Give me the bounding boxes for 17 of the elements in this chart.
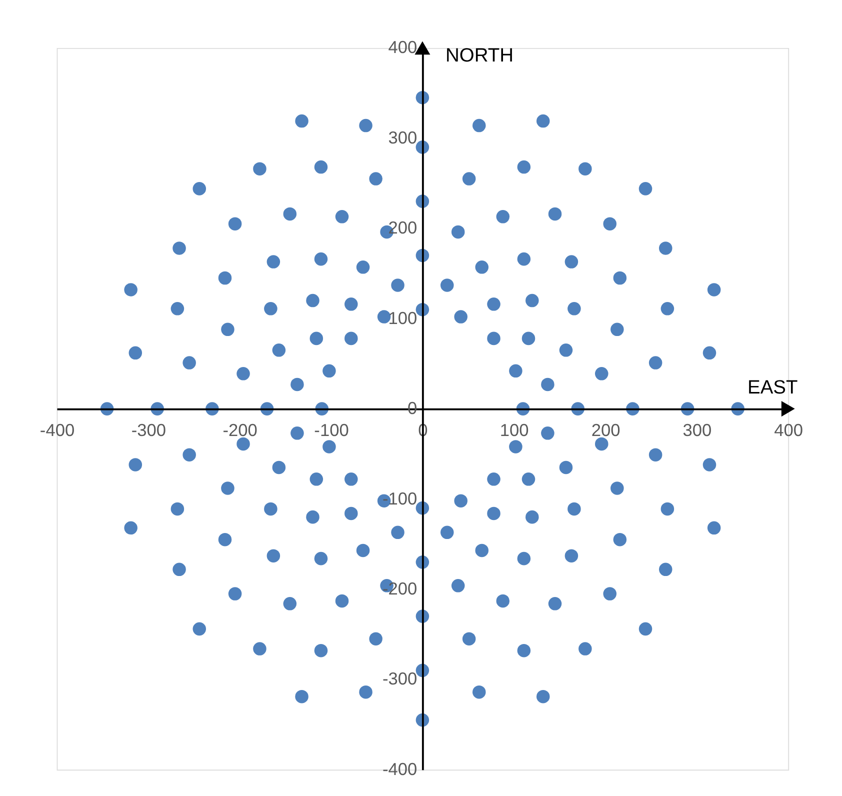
y-tick-label: -200 [382, 578, 418, 599]
y-tick-label: 300 [388, 127, 418, 148]
y-tick-label: -400 [382, 758, 418, 779]
x-tick-label: 400 [774, 420, 804, 440]
y-tick-label: 200 [388, 218, 418, 238]
y-tick-label: 100 [388, 308, 418, 328]
x-tick-label: 300 [682, 420, 712, 440]
y-tick-label: 400 [388, 37, 418, 58]
x-tick-label: -400 [40, 420, 75, 440]
y-tick-label: -300 [382, 668, 418, 689]
x-tick-label: -100 [314, 420, 349, 440]
y-axis-title: NORTH [446, 45, 514, 66]
x-tick-label: -200 [222, 420, 258, 440]
x-tick-label: 200 [591, 420, 620, 440]
x-axis-title: EAST [747, 377, 798, 398]
x-tick-label: -300 [131, 420, 166, 440]
x-tick-label: 100 [500, 420, 529, 440]
